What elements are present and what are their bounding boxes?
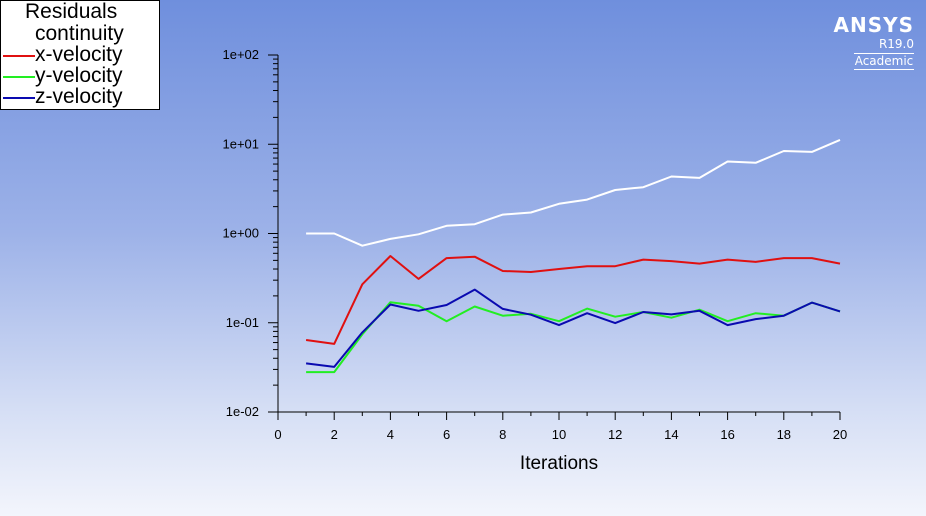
- ansys-logo: ANSYS R19.0 Academic: [824, 14, 914, 70]
- x-axis-title: Iterations: [520, 453, 598, 474]
- x-tick-label: 4: [387, 427, 394, 442]
- x-tick-label: 8: [499, 427, 506, 442]
- legend-swatch-continuity: [3, 34, 35, 36]
- legend-label: x-velocity: [35, 43, 123, 66]
- x-tick-label: 6: [443, 427, 450, 442]
- legend-swatch-y-velocity: [3, 76, 35, 78]
- x-tick-label: 14: [664, 427, 678, 442]
- y-tick-label: 1e+02: [222, 47, 259, 62]
- legend-swatch-x-velocity: [3, 55, 35, 57]
- series-line-x-velocity: [305, 255, 841, 345]
- legend-entry-continuity: continuity: [1, 23, 161, 45]
- legend-entry-z-velocity: z-velocity: [1, 86, 161, 108]
- y-tick-label: 1e-02: [226, 404, 259, 419]
- x-tick-label: 0: [274, 427, 281, 442]
- legend-swatch-z-velocity: [3, 97, 35, 99]
- x-tick-label: 10: [552, 427, 566, 442]
- logo-edition: Academic: [854, 53, 914, 70]
- series-line-z-velocity: [305, 288, 841, 368]
- series-line-continuity: [306, 138, 841, 247]
- y-tick-label: 1e+00: [222, 226, 259, 241]
- legend-title: Residuals: [25, 0, 118, 23]
- legend-entry-y-velocity: y-velocity: [1, 65, 161, 87]
- legend-entry-x-velocity: x-velocity: [1, 44, 161, 66]
- series-lines: [305, 138, 841, 374]
- legend-label: continuity: [35, 22, 124, 45]
- x-tick-label: 16: [720, 427, 734, 442]
- logo-name: ANSYS: [833, 13, 914, 37]
- x-tick-label: 2: [331, 427, 338, 442]
- x-tick-label: 12: [608, 427, 622, 442]
- x-tick-label: 20: [833, 427, 847, 442]
- y-tick-label: 1e+01: [222, 136, 259, 151]
- legend-label: z-velocity: [35, 85, 123, 108]
- legend: Residuals continuity x-velocity y-veloci…: [0, 0, 160, 110]
- axes: 1e-02 1e-01 1e+00 1e+01 1e+02 0 2 4 6 8 10 12 14 16 18…: [222, 47, 847, 442]
- series-line-y-velocity: [306, 301, 841, 374]
- logo-version: R19.0: [878, 37, 914, 51]
- x-tick-label: 18: [777, 427, 791, 442]
- y-tick-label: 1e-01: [226, 315, 259, 330]
- legend-label: y-velocity: [35, 64, 123, 87]
